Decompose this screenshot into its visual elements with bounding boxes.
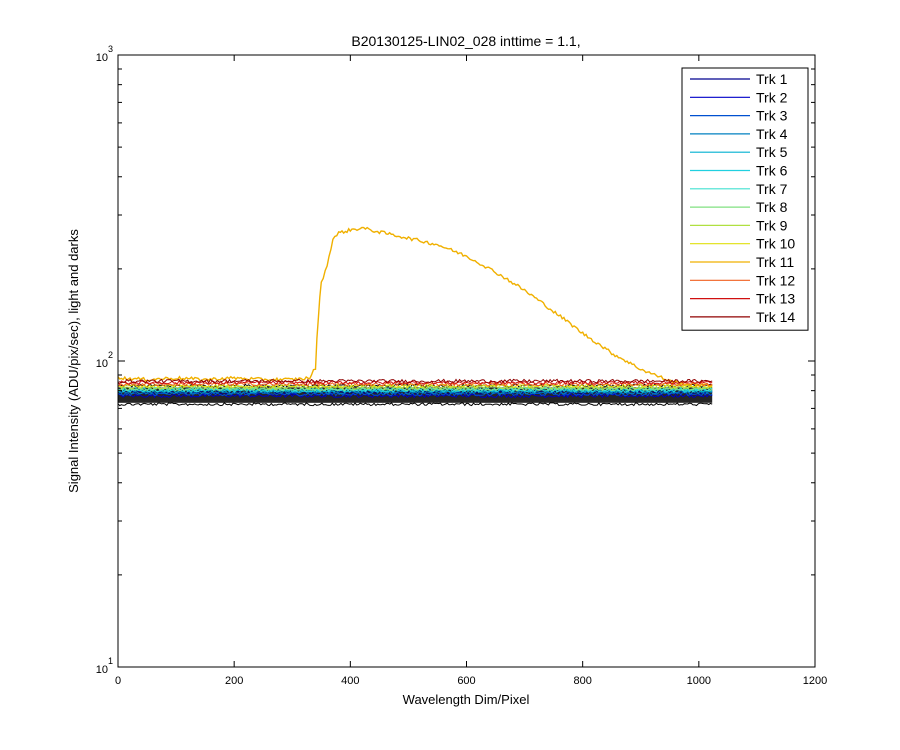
x-tick-label: 200: [225, 675, 243, 687]
legend-entry: Trk 4: [756, 126, 788, 142]
legend-entry: Trk 13: [756, 291, 795, 307]
y-axis-label: Signal Intensity (ADU/pix/sec), light an…: [66, 229, 81, 493]
legend-entry: Trk 12: [756, 272, 795, 288]
x-axis-label: Wavelength Dim/Pixel: [403, 692, 530, 707]
series-layer: [117, 226, 713, 399]
series-line-trk-7: [117, 386, 713, 392]
legend-entry: Trk 1: [756, 71, 788, 87]
y-tick-exponent: 2: [108, 350, 113, 360]
legend-entry: Trk 8: [756, 199, 788, 215]
dark-band-lower-edge: [117, 402, 713, 407]
series-line-trk-10: [117, 383, 713, 389]
series-line-trk-9: [117, 384, 713, 390]
y-tick-label: 10: [96, 358, 108, 370]
x-tick-label: 600: [457, 675, 475, 687]
legend-entry: Trk 14: [756, 309, 795, 325]
x-tick-label: 0: [115, 675, 121, 687]
x-tick-label: 1000: [687, 675, 711, 687]
series-line-trk-2: [117, 393, 713, 399]
legend-entry: Trk 6: [756, 163, 788, 179]
x-tick-label: 400: [341, 675, 359, 687]
y-tick-exponent: 3: [108, 44, 113, 54]
y-tick-exponent: 1: [108, 656, 113, 666]
y-tick-label: 10: [96, 664, 108, 676]
series-line-trk-14: [117, 378, 713, 384]
chart-title: B20130125-LIN02_028 inttime = 1.1,: [351, 33, 580, 49]
series-line-trk-11: [117, 226, 713, 388]
legend-entry: Trk 9: [756, 217, 788, 233]
series-line-trk-4: [118, 389, 713, 395]
legend-entry: Trk 3: [756, 108, 788, 124]
x-tick-label: 800: [573, 675, 591, 687]
legend-entry: Trk 7: [756, 181, 788, 197]
series-line-trk-13: [117, 379, 713, 386]
legend-box: [681, 67, 809, 331]
legend-entry: Trk 2: [756, 89, 788, 105]
legend-entry: Trk 11: [756, 254, 794, 270]
legend-entry: Trk 10: [756, 236, 795, 252]
legend-entry: Trk 5: [756, 144, 788, 160]
x-tick-label: 1200: [803, 675, 827, 687]
legend: Trk 1 Trk 2 Trk 3 Trk 4 Trk 5 Trk 6 Trk 7 Trk 8…: [681, 67, 809, 331]
y-tick-label: 10: [96, 52, 108, 64]
